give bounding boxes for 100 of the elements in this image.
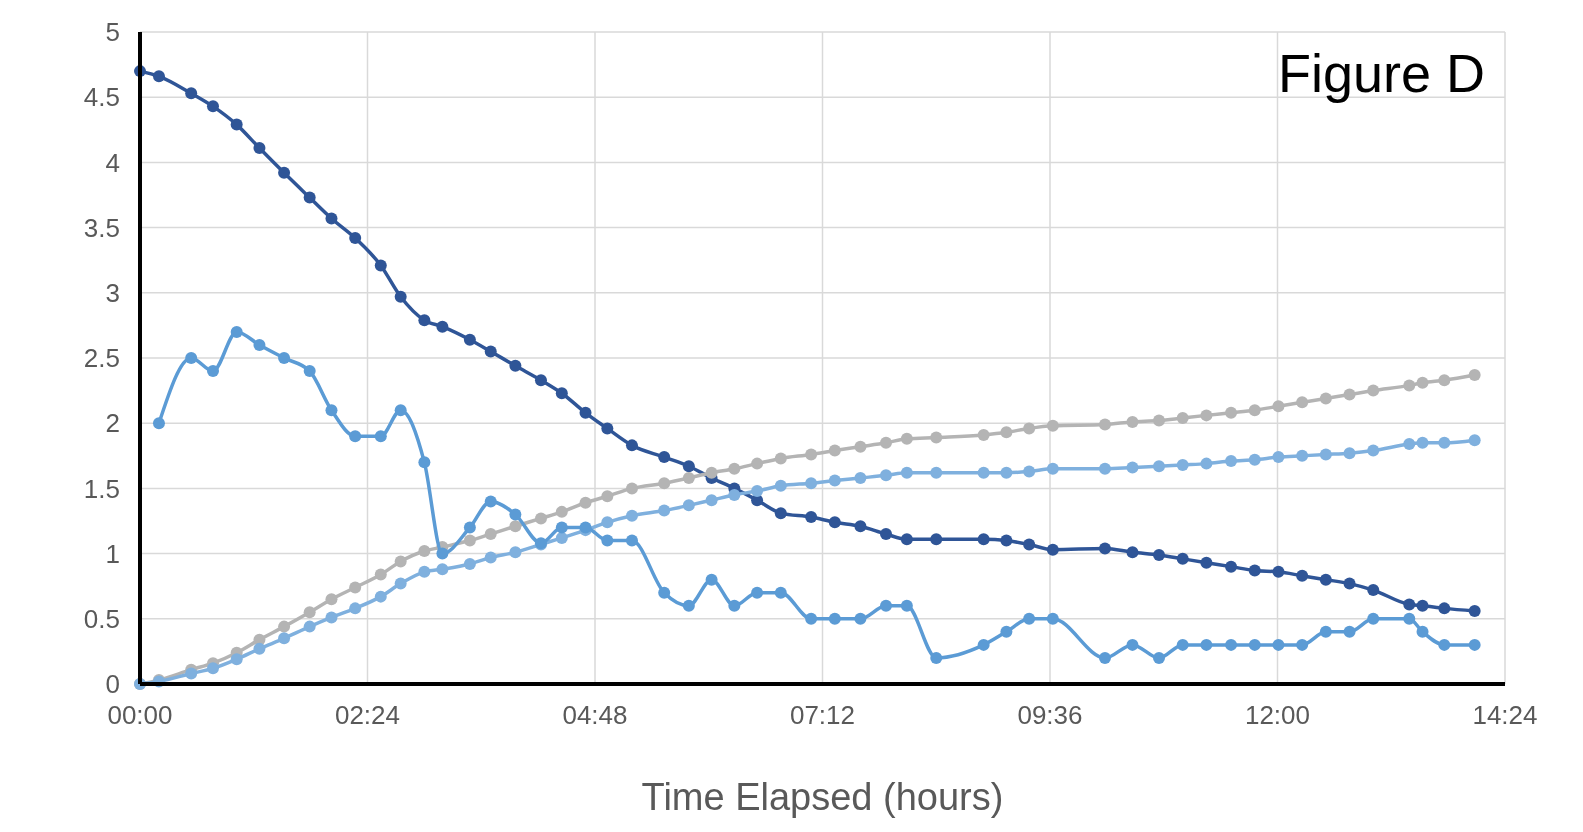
point [601, 516, 614, 529]
point [1272, 638, 1285, 651]
point [1296, 638, 1309, 651]
x-tick-label: 07:12 [789, 700, 856, 730]
point [977, 428, 990, 441]
point [977, 533, 990, 546]
point [1416, 376, 1429, 389]
point [854, 612, 867, 625]
point [774, 507, 787, 520]
y-tick-label: 5 [105, 17, 120, 48]
point [484, 345, 497, 358]
point [1296, 396, 1309, 409]
point [880, 599, 893, 612]
point [1098, 542, 1111, 555]
point [1098, 418, 1111, 431]
point [1126, 461, 1139, 474]
point [1367, 384, 1380, 397]
point [930, 466, 943, 479]
point [828, 444, 841, 457]
point [828, 516, 841, 529]
point [463, 333, 476, 346]
point [774, 479, 787, 492]
point [1403, 438, 1416, 451]
point [206, 662, 219, 675]
point [509, 508, 522, 521]
point [1126, 638, 1139, 651]
point [349, 602, 362, 615]
point [658, 586, 671, 599]
x-tick-label: 12:00 [1244, 700, 1311, 730]
y-tick-label: 0.5 [83, 603, 120, 634]
point [394, 404, 407, 417]
point [463, 534, 476, 547]
point [152, 417, 165, 430]
point [1046, 543, 1059, 556]
point [509, 520, 522, 533]
point [1248, 564, 1261, 577]
point [774, 586, 787, 599]
point [1403, 612, 1416, 625]
point [625, 509, 638, 522]
point [579, 406, 592, 419]
point [1153, 548, 1166, 561]
point [682, 471, 695, 484]
point [854, 471, 867, 484]
x-tick-label: 04:48 [562, 700, 628, 730]
point [625, 482, 638, 495]
point [325, 212, 338, 225]
point [977, 466, 990, 479]
point [1438, 638, 1451, 651]
point [463, 521, 476, 534]
point [1200, 409, 1213, 422]
point [185, 87, 198, 100]
point [555, 521, 568, 534]
point [555, 531, 568, 544]
point [1272, 565, 1285, 578]
point [1367, 584, 1380, 597]
point [374, 590, 387, 603]
point [1343, 447, 1356, 460]
point [1200, 638, 1213, 651]
point [1046, 612, 1059, 625]
point [278, 620, 291, 633]
point [509, 546, 522, 559]
point [394, 555, 407, 568]
point [1248, 404, 1261, 417]
point [1416, 599, 1429, 612]
point [555, 387, 568, 400]
y-tick-label: 3 [105, 277, 120, 308]
point [418, 544, 431, 557]
point [230, 118, 243, 131]
point [751, 485, 764, 498]
point [805, 448, 818, 461]
point [303, 191, 316, 204]
point [1468, 604, 1481, 617]
y-tick-label: 2.5 [83, 343, 120, 374]
point [534, 374, 547, 387]
point [1403, 598, 1416, 611]
point [805, 511, 818, 524]
point [1176, 552, 1189, 565]
point [1200, 457, 1213, 470]
point [1098, 651, 1111, 664]
point [930, 431, 943, 444]
point [900, 432, 913, 445]
point [1343, 388, 1356, 401]
point [625, 534, 638, 547]
point [1416, 625, 1429, 638]
point [1296, 449, 1309, 462]
point [325, 404, 338, 417]
x-tick-label: 09:36 [1017, 700, 1083, 730]
x-tick-label: 00:00 [107, 700, 173, 730]
point [1225, 455, 1238, 468]
point [728, 488, 741, 501]
point [601, 490, 614, 503]
point [1319, 392, 1332, 405]
point [705, 494, 718, 507]
annotation: Figure D [1277, 43, 1485, 103]
y-tick-label: 1 [105, 538, 120, 569]
y-tick-label: 4.5 [83, 82, 120, 113]
point [728, 462, 741, 475]
point [1225, 638, 1238, 651]
x-tick-label: 02:24 [334, 700, 401, 730]
point [484, 551, 497, 564]
